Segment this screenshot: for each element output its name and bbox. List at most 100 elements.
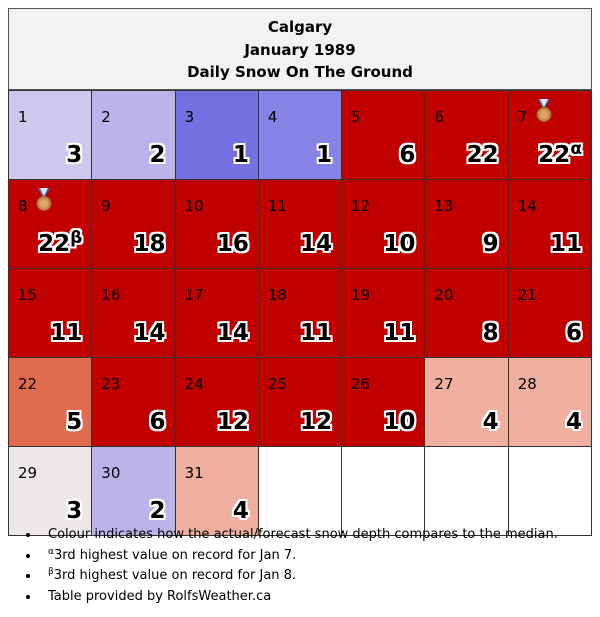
day-number: 11 xyxy=(267,197,287,215)
snow-depth-number: 14 xyxy=(300,231,333,257)
snow-depth-value: 11 xyxy=(383,320,415,346)
day-cell-6: 6 22 xyxy=(424,90,509,180)
snow-depth-value: 14 xyxy=(217,320,249,346)
note-beta: β3rd highest value on record for Jan 8. xyxy=(40,566,558,587)
snow-depth-number: 5 xyxy=(66,409,83,435)
snow-depth-value: 14 xyxy=(134,320,166,346)
snow-depth-number: 22 xyxy=(38,231,71,257)
snow-depth-number: 22 xyxy=(466,142,499,168)
day-number: 1 xyxy=(18,108,28,126)
snow-depth-value: 6 xyxy=(566,320,582,346)
snow-depth-value: 10 xyxy=(383,409,415,435)
snow-depth-value: 11 xyxy=(50,320,82,346)
alpha-note-text: 3rd highest value on record for Jan 7. xyxy=(53,547,297,563)
snow-depth-number: 4 xyxy=(482,409,499,435)
snow-depth-number: 18 xyxy=(133,231,166,257)
day-number: 23 xyxy=(101,375,121,393)
day-number: 27 xyxy=(434,375,454,393)
day-cell-16: 16 14 xyxy=(91,268,176,358)
day-number: 16 xyxy=(101,286,121,304)
city-title: Calgary xyxy=(267,18,333,36)
snow-depth-number: 12 xyxy=(300,409,333,435)
day-cell-21: 21 6 xyxy=(507,268,593,358)
snow-depth-number: 4 xyxy=(565,409,582,435)
snow-depth-value: 18 xyxy=(134,231,166,257)
snow-depth-value: 5 xyxy=(66,409,82,435)
snow-depth-value: 2 xyxy=(150,142,166,168)
snow-depth-number: 10 xyxy=(383,231,416,257)
day-number: 13 xyxy=(434,197,454,215)
day-number: 6 xyxy=(434,108,444,126)
day-cell-24: 24 12 xyxy=(174,357,259,447)
snow-depth-number: 4 xyxy=(232,498,249,524)
snow-depth-number: 10 xyxy=(383,409,416,435)
day-number: 12 xyxy=(351,197,371,215)
snow-depth-number: 9 xyxy=(482,231,499,257)
day-number: 5 xyxy=(351,108,361,126)
day-cell-22: 22 5 xyxy=(7,357,93,447)
snow-depth-value: 4 xyxy=(566,409,582,435)
snow-depth-value: 11 xyxy=(300,320,332,346)
snow-depth-number: 22 xyxy=(538,142,571,168)
day-number: 8 xyxy=(18,197,28,215)
empty-cell xyxy=(257,446,343,536)
day-number: 29 xyxy=(18,464,38,482)
day-number: 7 xyxy=(517,108,528,126)
day-cell-9: 9 18 xyxy=(91,179,176,269)
day-number: 14 xyxy=(517,197,537,215)
snow-depth-value: 16 xyxy=(217,231,249,257)
snow-depth-number: 1 xyxy=(316,142,333,168)
snow-depth-value: 8 xyxy=(483,320,499,346)
day-cell-28: 28 4 xyxy=(507,357,593,447)
snow-depth-number: 11 xyxy=(50,320,83,346)
snow-depth-number: 2 xyxy=(149,498,166,524)
day-cell-13: 13 9 xyxy=(424,179,509,269)
day-cell-15: 15 11 xyxy=(7,268,93,358)
day-number: 17 xyxy=(184,286,204,304)
day-cell-18: 18 11 xyxy=(257,268,343,358)
day-number: 21 xyxy=(517,286,537,304)
day-cell-12: 12 10 xyxy=(341,179,426,269)
day-number: 18 xyxy=(267,286,287,304)
snow-depth-value: 9 xyxy=(483,231,499,257)
day-number: 30 xyxy=(101,464,121,482)
calendar-header: Calgary January 1989 Daily Snow On The G… xyxy=(8,8,592,90)
calendar-grid: 1 3 2 2 3 1 4 1 5 6 6 22 7 22α 8 22β 9 18 10 16 11 14 12 10 13 9 1… xyxy=(7,90,593,536)
day-cell-29: 29 3 xyxy=(7,446,93,536)
day-number: 19 xyxy=(351,286,371,304)
snow-depth-number: 2 xyxy=(149,142,166,168)
snow-depth-number: 8 xyxy=(482,320,499,346)
calendar-week: 1 3 2 2 3 1 4 1 5 6 6 22 7 22α xyxy=(7,90,593,180)
calendar-week: 29 3 30 2 31 4 xyxy=(7,446,593,536)
day-cell-23: 23 6 xyxy=(91,357,176,447)
day-number: 3 xyxy=(184,108,195,126)
snow-depth-number: 6 xyxy=(149,409,166,435)
empty-cell xyxy=(341,446,426,536)
empty-cell xyxy=(507,446,593,536)
empty-cell xyxy=(424,446,509,536)
snow-depth-number: 14 xyxy=(133,320,166,346)
day-cell-31: 31 4 xyxy=(174,446,259,536)
snow-depth-value: 12 xyxy=(300,409,332,435)
snow-depth-number: 16 xyxy=(216,231,249,257)
snow-depth-number: 3 xyxy=(66,142,83,168)
calendar-week: 22 5 23 6 24 12 25 12 26 10 27 4 28 4 xyxy=(7,357,593,447)
note-alpha: α3rd highest value on record for Jan 7. xyxy=(40,546,558,567)
snow-depth-number: 11 xyxy=(300,320,333,346)
day-number: 15 xyxy=(18,286,38,304)
snow-depth-value: 4 xyxy=(233,498,249,524)
day-number: 26 xyxy=(351,375,371,393)
day-cell-26: 26 10 xyxy=(341,357,426,447)
snow-depth-value: 12 xyxy=(217,409,249,435)
day-cell-19: 19 11 xyxy=(341,268,426,358)
note-colour: Colour indicates how the actual/forecast… xyxy=(40,525,558,546)
snow-depth-value: 22β xyxy=(38,230,82,258)
bronze-medal-icon xyxy=(33,188,55,212)
alpha-marker: α xyxy=(48,546,54,557)
snow-depth-value: 22α xyxy=(538,141,582,169)
day-cell-25: 25 12 xyxy=(257,357,343,447)
